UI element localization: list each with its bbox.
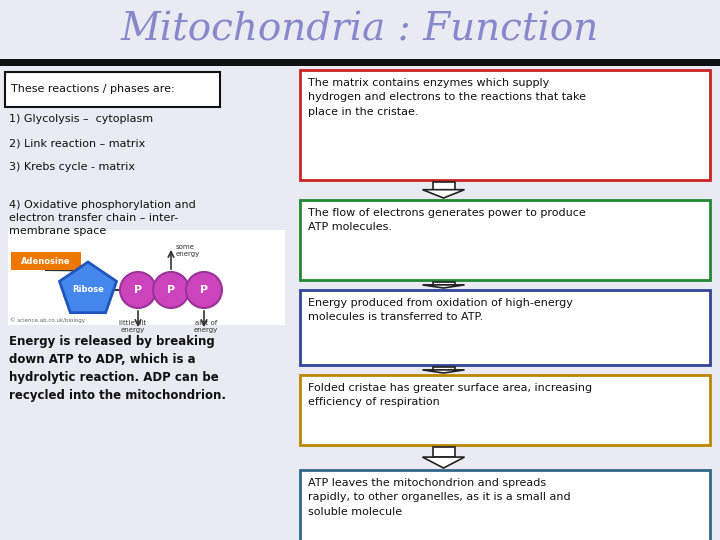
Bar xyxy=(300,375,710,445)
Text: The matrix contains enzymes which supply
hydrogen and electrons to the reactions: The matrix contains enzymes which supply… xyxy=(308,78,586,117)
Text: Ribose: Ribose xyxy=(72,286,104,294)
Polygon shape xyxy=(423,457,464,468)
Circle shape xyxy=(153,272,189,308)
Bar xyxy=(5,72,220,107)
Text: P: P xyxy=(167,285,175,295)
Circle shape xyxy=(120,272,156,308)
Text: Mitochondria : Function: Mitochondria : Function xyxy=(121,11,599,49)
Bar xyxy=(11,252,81,270)
Text: little bit
energy: little bit energy xyxy=(120,320,147,333)
Circle shape xyxy=(186,272,222,308)
Bar xyxy=(433,367,454,370)
Text: P: P xyxy=(134,285,142,295)
Text: These reactions / phases are:: These reactions / phases are: xyxy=(11,84,175,94)
Text: ATP leaves the mitochondrion and spreads
rapidly, to other organelles, as it is : ATP leaves the mitochondrion and spreads… xyxy=(308,478,571,517)
Polygon shape xyxy=(60,262,117,313)
Polygon shape xyxy=(423,190,464,198)
Text: 4) Oxidative phosphorylation and
electron transfer chain – inter-
membrane space: 4) Oxidative phosphorylation and electro… xyxy=(9,200,196,235)
Bar xyxy=(300,290,710,365)
Text: P: P xyxy=(200,285,208,295)
Text: 1) Glycolysis –  cytoplasm: 1) Glycolysis – cytoplasm xyxy=(9,114,153,124)
Bar xyxy=(0,0,720,60)
Bar xyxy=(0,59,720,66)
Text: The flow of electrons generates power to produce
ATP molecules.: The flow of electrons generates power to… xyxy=(308,208,586,232)
Text: 2) Link reaction – matrix: 2) Link reaction – matrix xyxy=(9,138,145,148)
Bar xyxy=(8,230,285,325)
Text: Energy produced from oxidation of high-energy
molecules is transferred to ATP.: Energy produced from oxidation of high-e… xyxy=(308,298,573,322)
Bar xyxy=(433,282,454,285)
Text: © science.ab.co.uk/biology: © science.ab.co.uk/biology xyxy=(10,318,85,323)
Text: Adenosine: Adenosine xyxy=(21,256,71,266)
Text: alot of
energy: alot of energy xyxy=(194,320,218,333)
Text: 3) Krebs cycle - matrix: 3) Krebs cycle - matrix xyxy=(9,162,135,172)
Bar xyxy=(300,470,710,540)
Polygon shape xyxy=(423,285,464,288)
Text: Folded cristae has greater surface area, increasing
efficiency of respiration: Folded cristae has greater surface area,… xyxy=(308,383,592,407)
Bar xyxy=(433,447,454,457)
Polygon shape xyxy=(423,370,464,373)
Bar xyxy=(300,200,710,280)
Text: some
energy: some energy xyxy=(176,244,200,257)
Bar xyxy=(433,182,454,190)
Bar xyxy=(300,70,710,180)
Text: Energy is released by breaking
down ATP to ADP, which is a
hydrolytic reaction. : Energy is released by breaking down ATP … xyxy=(9,335,226,402)
